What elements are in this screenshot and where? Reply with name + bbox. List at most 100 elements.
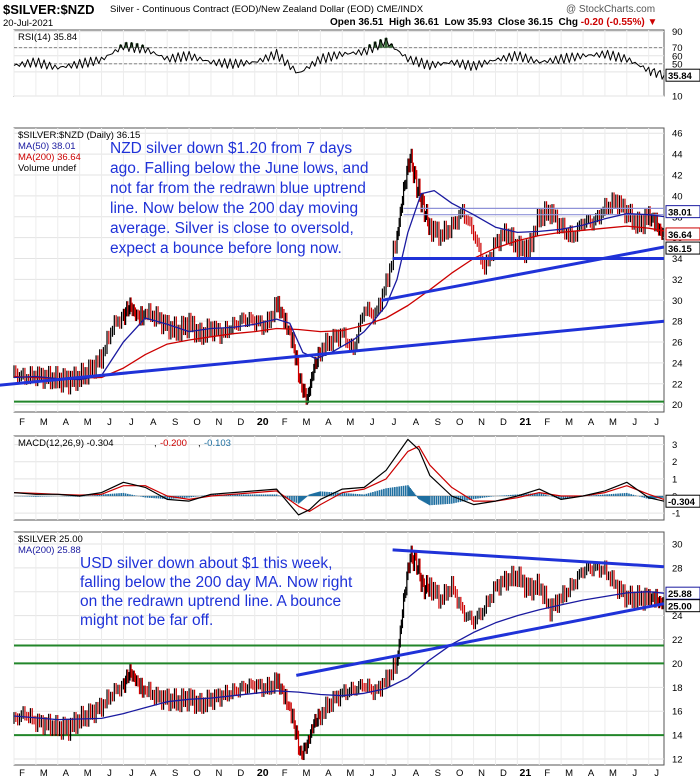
month-label: A xyxy=(63,417,70,428)
main-last-ma50: 38.01 xyxy=(668,208,692,219)
month-label: N xyxy=(478,768,485,779)
month-label: M xyxy=(84,417,92,428)
month-label: J xyxy=(654,768,659,779)
month-label: S xyxy=(172,417,178,428)
nzd-trend-line xyxy=(381,245,665,302)
nzd-ma50-line xyxy=(13,189,665,381)
month-label: S xyxy=(435,417,441,428)
rsi-last-label: 35.84 xyxy=(668,71,692,82)
main-tick-label: 26 xyxy=(672,338,683,349)
month-label: D xyxy=(237,417,244,428)
rsi-tick-label: 60 xyxy=(672,51,683,62)
usd-price-bars xyxy=(13,545,664,761)
month-label: N xyxy=(216,768,223,779)
nzd-trend-line xyxy=(0,319,665,387)
main-tick-label: 28 xyxy=(672,317,683,328)
low-label: Low xyxy=(444,17,465,28)
main-tick-label: 32 xyxy=(672,275,683,286)
macd-legend-signal: -0.200 xyxy=(160,438,187,449)
nzd-annotation: line. Now below the 200 day moving xyxy=(110,200,358,217)
macd-last-label-box xyxy=(665,494,700,508)
main-tick-label: 20 xyxy=(672,400,683,411)
main-last-ma50-box xyxy=(665,205,700,219)
month-label: M xyxy=(303,417,311,428)
month-label: J xyxy=(392,417,397,428)
nzd-annotation: NZD silver down $1.20 from 7 days xyxy=(110,140,352,157)
month-label: S xyxy=(435,768,441,779)
usd-tick-label: 24 xyxy=(672,611,683,622)
month-label: F xyxy=(19,768,25,779)
month-label: O xyxy=(193,417,200,428)
usd-tick-label: 28 xyxy=(672,563,683,574)
usd-tick-label: 22 xyxy=(672,635,683,646)
usd-trend-line xyxy=(392,548,665,569)
main-tick-label: 46 xyxy=(672,129,683,140)
close-value: 36.15 xyxy=(527,17,553,28)
month-label: A xyxy=(413,768,420,779)
month-label: 20 xyxy=(257,767,269,779)
usd-annotation: USD silver down about $1 this week, xyxy=(80,555,332,572)
month-label: M xyxy=(346,768,354,779)
month-label: 20 xyxy=(257,416,269,428)
open-value: 36.51 xyxy=(358,17,384,28)
month-label: J xyxy=(107,417,112,428)
main-tick-label: 30 xyxy=(672,296,683,307)
usd-annotation: might not be far off. xyxy=(80,612,213,629)
chart-description: Silver - Continuous Contract (EOD)/New Z… xyxy=(110,4,424,15)
usd-legend-ma200: MA(200) 25.88 xyxy=(18,545,81,556)
month-label: M xyxy=(609,768,617,779)
month-label: O xyxy=(193,768,200,779)
chg-value: -0.20 (-0.55%) xyxy=(580,17,645,28)
month-label: M xyxy=(346,417,354,428)
month-label: M xyxy=(609,417,617,428)
usd-trend-line xyxy=(296,602,665,677)
month-label: J xyxy=(370,417,375,428)
main-legend-symbol: $SILVER:$NZD (Daily) 36.15 xyxy=(18,130,140,141)
macd-signal-line xyxy=(13,445,665,512)
main-tick-label: 22 xyxy=(672,379,683,390)
usd-tick-label: 30 xyxy=(672,539,683,550)
month-label: O xyxy=(456,417,463,428)
month-label: A xyxy=(150,417,157,428)
main-last-price-box xyxy=(665,241,700,255)
high-value: 36.61 xyxy=(413,17,439,28)
month-label: A xyxy=(325,417,332,428)
month-label: O xyxy=(456,768,463,779)
usd-tick-label: 20 xyxy=(672,659,683,670)
macd-tick-label: 2 xyxy=(672,457,677,468)
main-last-price: 36.15 xyxy=(668,244,692,255)
month-label: S xyxy=(172,768,178,779)
usd-legend-symbol: $SILVER 25.00 xyxy=(18,534,83,545)
rsi-tick-label: 70 xyxy=(672,43,683,54)
macd-tick-label: -1 xyxy=(672,509,680,520)
high-label: High xyxy=(388,17,412,28)
month-label: N xyxy=(216,417,223,428)
month-label: J xyxy=(632,768,637,779)
macd-legend-hist: -0.103 xyxy=(204,438,231,449)
usd-panel xyxy=(13,531,665,766)
month-label: M xyxy=(84,768,92,779)
low-value: 35.93 xyxy=(467,17,493,28)
main-tick-label: 42 xyxy=(672,170,683,181)
usd-annotation: on the redrawn uptrend line. A bounce xyxy=(80,593,341,610)
month-label: A xyxy=(588,417,595,428)
chart-symbol: $SILVER:$NZD xyxy=(3,2,95,17)
usd-last-ma200: 25.88 xyxy=(668,589,692,600)
macd-legend-main: MACD(12,26,9) -0.304 xyxy=(18,438,114,449)
month-label: M xyxy=(565,768,573,779)
month-label: F xyxy=(19,417,25,428)
main-legend-ma50: MA(50) 38.01 xyxy=(18,141,76,152)
macd-panel xyxy=(13,435,665,521)
main-tick-label: 34 xyxy=(672,254,683,265)
month-label: A xyxy=(325,768,332,779)
main-tick-label: 24 xyxy=(672,358,683,369)
macd-tick-label: 3 xyxy=(672,440,677,451)
month-label: M xyxy=(303,768,311,779)
rsi-tick-label: 90 xyxy=(672,27,683,38)
close-label: Close xyxy=(497,17,526,28)
watermark: @ StockCharts.com xyxy=(566,4,656,15)
month-label: J xyxy=(370,768,375,779)
usd-tick-label: 12 xyxy=(672,755,683,766)
macd-line xyxy=(13,438,665,516)
month-label: J xyxy=(129,417,134,428)
